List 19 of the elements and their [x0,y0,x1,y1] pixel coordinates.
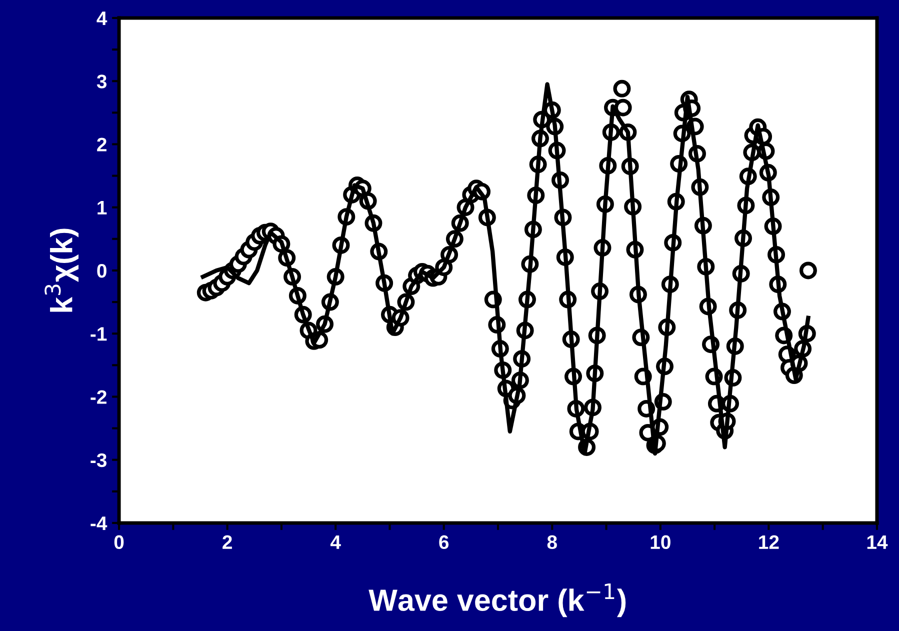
y-tick-label: -2 [90,390,106,404]
y-tick-label: 1 [98,201,107,214]
x-tick-label: 8 [547,535,557,550]
y-tick-label: 2 [97,138,106,152]
x-tick-label: 14 [867,535,888,549]
x-tick-label: 6 [439,535,449,550]
x-tick-label: 2 [222,535,232,549]
y-tick-label: -3 [90,453,107,468]
y-tick-label: -1 [90,327,107,341]
y-tick-label: -4 [90,516,108,530]
x-tick-label: 10 [650,535,670,550]
y-tick-label: 3 [96,74,107,88]
y-tick-label: 4 [96,12,108,26]
x-tick-label: 0 [114,535,124,550]
y-axis-title: k$^{3}$χ(k) [44,228,79,312]
y-tick-label: 0 [97,264,106,278]
x-tick-label: 4 [330,535,341,549]
x-tick-label: 12 [759,535,779,549]
x-axis-title: Wave vector (k$^{−1}$) [368,583,626,618]
